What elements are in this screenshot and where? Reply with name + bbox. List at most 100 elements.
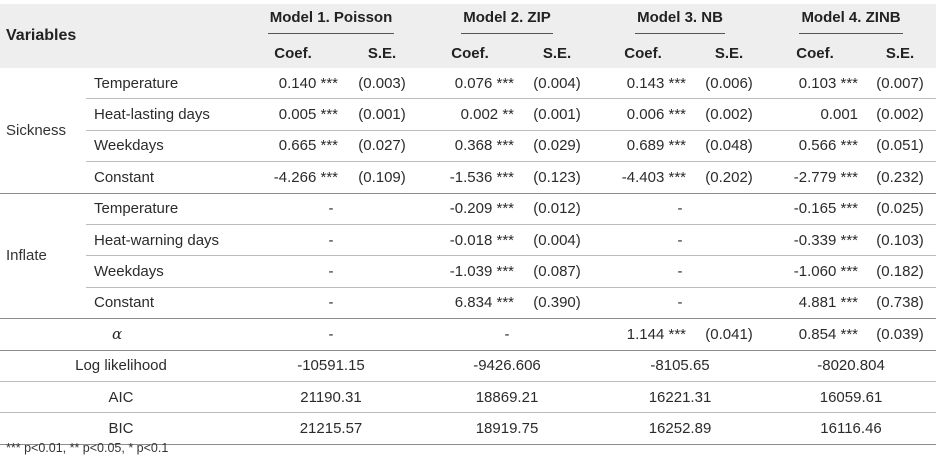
model-4-header: Model 4. ZINB	[766, 4, 936, 38]
variable-name: Weekdays	[86, 130, 242, 163]
empty-cell: -	[420, 318, 595, 351]
se-cell: (0.182)	[864, 255, 937, 288]
summary-value: 16059.61	[766, 381, 937, 414]
coef-cell: 0.001	[766, 98, 865, 131]
coef-cell: 0.103 ***	[766, 68, 865, 100]
model-3-header: Model 3. NB	[594, 4, 766, 38]
coef-cell: 0.689 ***	[594, 130, 693, 163]
model-1-title: Model 1. Poisson	[267, 9, 395, 34]
se-header: S.E.	[542, 44, 572, 62]
summary-value: -8105.65	[594, 350, 767, 382]
se-cell: (0.027)	[344, 130, 420, 163]
se-cell: (0.039)	[864, 318, 937, 351]
table-row: Heat-lasting days 0.005 *** (0.001) 0.002 *…	[0, 98, 937, 131]
summary-value: -10591.15	[242, 350, 420, 382]
se-cell: (0.002)	[864, 98, 937, 131]
variables-header: Variables	[6, 27, 77, 44]
se-cell: (0.001)	[344, 98, 420, 131]
se-header: S.E.	[367, 44, 397, 62]
se-cell: (0.025)	[864, 193, 937, 225]
coef-cell: -0.165 ***	[766, 193, 865, 225]
coef-cell: -4.403 ***	[594, 161, 693, 194]
group-label: Sickness	[0, 68, 86, 194]
group-label: Inflate	[0, 193, 86, 320]
alpha-row: α - -1.144 *** (0.041) 0.854 *** (0.039)	[0, 318, 937, 351]
se-cell: (0.004)	[520, 224, 595, 257]
summary-value: -9426.606	[420, 350, 595, 382]
se-cell: (0.202)	[692, 161, 767, 194]
se-cell: (0.007)	[864, 68, 937, 100]
se-cell: (0.001)	[520, 98, 595, 131]
se-cell: (0.738)	[864, 287, 937, 320]
coef-cell: 0.140 ***	[242, 68, 344, 100]
summary-label: Log likelihood	[0, 350, 242, 382]
coef-header: Coef.	[624, 44, 662, 62]
coef-cell: -0.209 ***	[420, 193, 520, 225]
coef-cell: -0.018 ***	[420, 224, 520, 257]
table-row: Constant -4.266 *** (0.109) -1.536 *** (0.12…	[0, 161, 937, 194]
se-cell: (0.051)	[864, 130, 937, 163]
se-cell: (0.048)	[692, 130, 767, 163]
se-cell: (0.006)	[692, 68, 767, 100]
summary-value: 21215.57	[242, 412, 420, 445]
significance-note: *** p<0.01, ** p<0.05, * p<0.1	[6, 441, 169, 455]
empty-cell: -	[242, 224, 420, 257]
empty-cell: -	[594, 255, 767, 288]
model-1-header: Model 1. Poisson	[242, 4, 420, 38]
summary-value: -8020.804	[766, 350, 937, 382]
se-cell: (0.109)	[344, 161, 420, 194]
coef-cell: -0.339 ***	[766, 224, 865, 257]
se-cell: (0.123)	[520, 161, 595, 194]
table-row: Constant -6.834 *** (0.390) -4.881 *** (0.73…	[0, 287, 937, 320]
coef-cell: 0.005 ***	[242, 98, 344, 131]
coef-cell: 6.834 ***	[420, 287, 520, 320]
table-row: Weekdays - -1.039 *** (0.087) - -1.060 *** (0.…	[0, 255, 937, 288]
se-cell: (0.003)	[344, 68, 420, 100]
coef-header: Coef.	[274, 44, 312, 62]
coef-cell: -1.536 ***	[420, 161, 520, 194]
empty-cell: -	[242, 318, 420, 351]
variable-name: Temperature	[86, 193, 242, 225]
model-2-header: Model 2. ZIP	[420, 4, 594, 38]
coef-cell: -1.039 ***	[420, 255, 520, 288]
table-body: Sickness Temperature 0.140 *** (0.003) 0.076…	[0, 68, 937, 445]
variable-name: Constant	[86, 161, 242, 194]
model-4-title: Model 4. ZINB	[799, 9, 903, 34]
model-2-title: Model 2. ZIP	[461, 9, 553, 34]
variable-name: Temperature	[86, 68, 242, 100]
empty-cell: -	[594, 224, 767, 257]
empty-cell: -	[242, 193, 420, 225]
empty-cell: -	[594, 193, 767, 225]
se-header: S.E.	[885, 44, 915, 62]
table-header: Variables Model 1. Poisson Model 2. ZIP …	[0, 4, 937, 68]
coef-header: Coef.	[451, 44, 489, 62]
variable-name: Heat-warning days	[86, 224, 242, 257]
table-row: Heat-warning days - -0.018 *** (0.004) - -0.3…	[0, 224, 937, 257]
coef-cell: 0.665 ***	[242, 130, 344, 163]
se-cell: (0.087)	[520, 255, 595, 288]
coef-cell: 0.143 ***	[594, 68, 693, 100]
summary-value: 21190.31	[242, 381, 420, 414]
se-cell: (0.041)	[692, 318, 767, 351]
se-cell: (0.390)	[520, 287, 595, 320]
table-row: Inflate Temperature - -0.209 *** (0.012) - -0.…	[0, 193, 937, 320]
coef-cell: 4.881 ***	[766, 287, 865, 320]
table-row: Sickness Temperature 0.140 *** (0.003) 0.076…	[0, 68, 937, 194]
summary-value: 16221.31	[594, 381, 767, 414]
regression-results-table: Variables Model 1. Poisson Model 2. ZIP …	[0, 4, 937, 445]
summary-row: AIC 21190.31 18869.21 16221.31 16059.61	[0, 381, 937, 414]
se-cell: (0.004)	[520, 68, 595, 100]
empty-cell: -	[594, 287, 767, 320]
se-cell: (0.002)	[692, 98, 767, 131]
coef-cell: 0.006 ***	[594, 98, 693, 131]
summary-row: Log likelihood -10591.15 -9426.606 -8105.65…	[0, 350, 937, 382]
model-3-title: Model 3. NB	[635, 9, 725, 34]
table-row: Weekdays 0.665 *** (0.027) 0.368 *** (0.029)…	[0, 130, 937, 163]
coef-header: Coef.	[796, 44, 834, 62]
variable-name: Constant	[86, 287, 242, 320]
se-header: S.E.	[714, 44, 744, 62]
summary-label: BIC	[0, 412, 242, 445]
coef-cell: 0.368 ***	[420, 130, 520, 163]
coef-cell: 0.566 ***	[766, 130, 865, 163]
